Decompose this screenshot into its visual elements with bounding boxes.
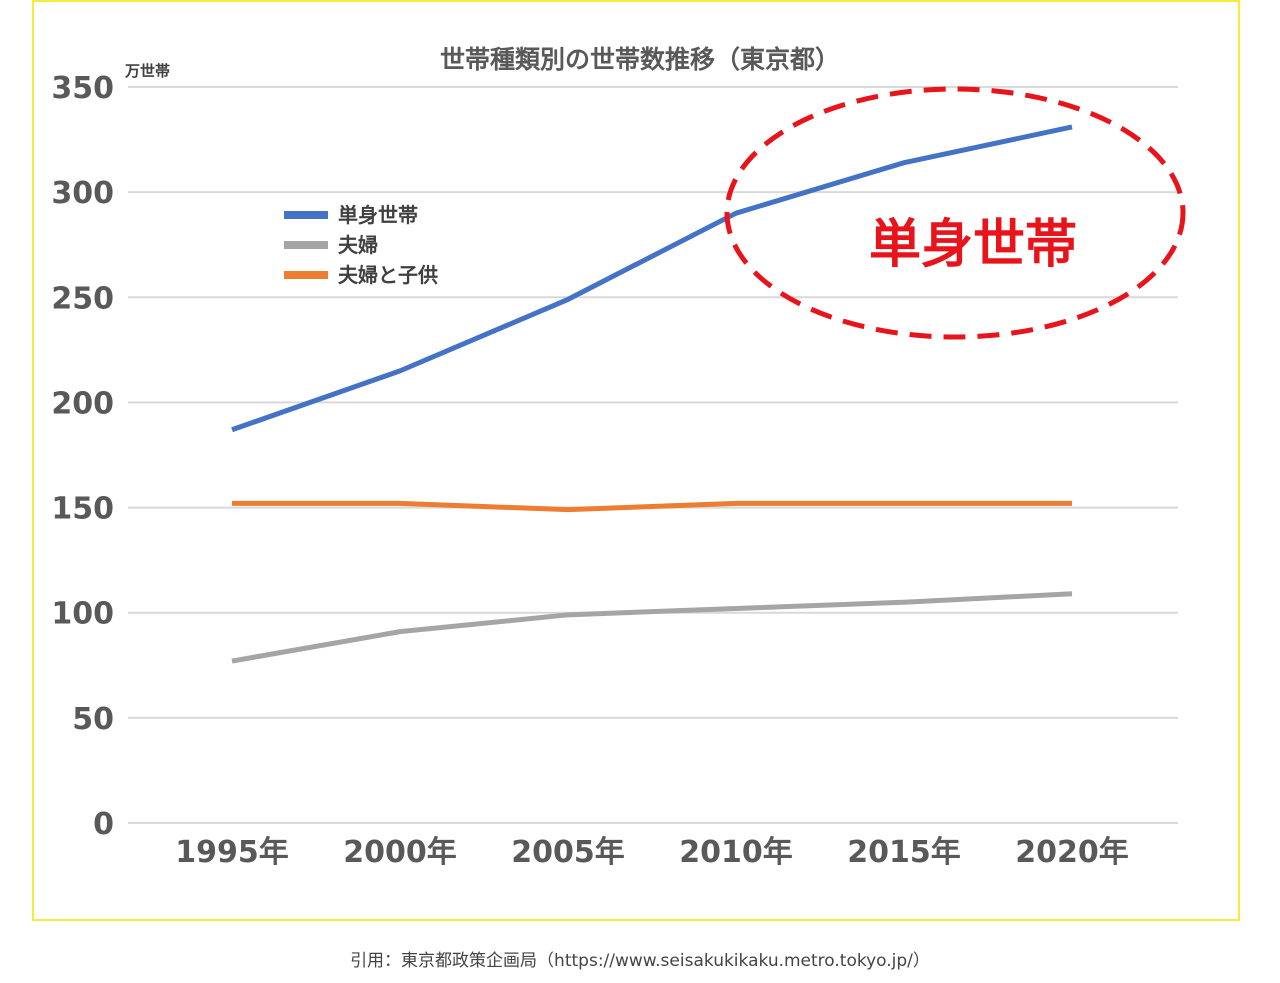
x-tick-labels: 1995年 2000年 2005年 2010年 2015年 2020年 [175,835,1129,870]
y-axis-unit: 万世帯 [124,62,170,80]
x-tick-label: 2005年 [511,835,625,870]
series-line [231,591,1073,664]
y-tick-label: 300 [51,176,114,211]
y-tick-labels: 0 50 100 150 200 250 300 350 [51,71,114,842]
legend-label: 夫婦と子供 [338,263,438,287]
y-tick-label: 50 [72,702,114,737]
y-tick-label: 250 [51,281,114,316]
series-lines [231,124,1073,664]
y-tick-label: 0 [93,807,114,842]
gridlines [128,86,1178,824]
source-caption: 引用：東京都政策企画局（https://www.seisakukikaku.me… [350,951,930,971]
annotation-label: 単身世帯 [869,215,1077,275]
x-tick-label: 2020年 [1015,835,1129,870]
x-tick-label: 2015年 [847,835,961,870]
x-tick-label: 1995年 [175,835,289,870]
highlight-ellipse [724,86,1186,340]
legend-label: 単身世帯 [338,203,418,227]
series-line [232,500,1072,513]
y-tick-label: 200 [51,386,114,421]
legend-label: 夫婦 [338,233,378,257]
y-tick-label: 150 [51,492,114,527]
series-line [231,124,1073,433]
y-tick-label: 350 [51,71,114,106]
chart-frame [32,0,1240,921]
x-tick-label: 2000年 [343,835,457,870]
y-tick-label: 100 [51,597,114,632]
x-tick-label: 2010年 [679,835,793,870]
chart-title: 世帯種類別の世帯数推移（東京都） [440,45,840,74]
